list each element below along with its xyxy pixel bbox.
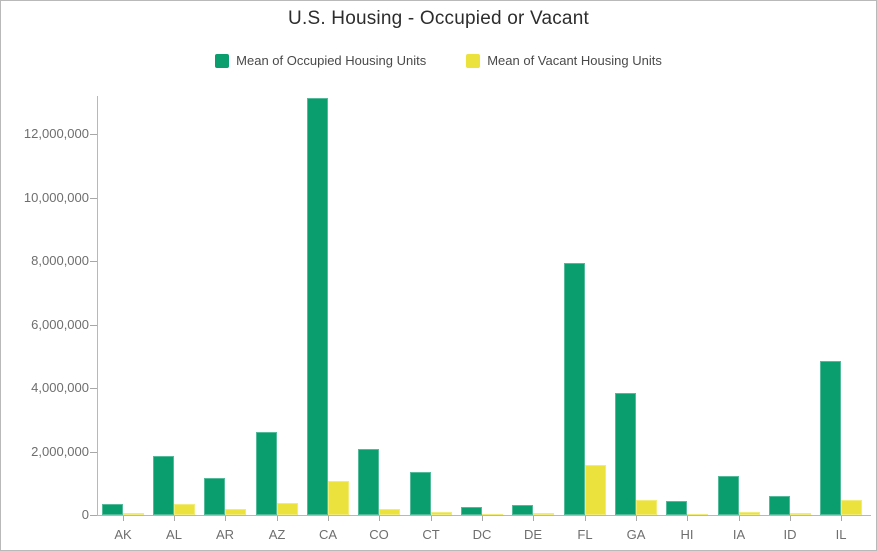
bar-vacant-ID[interactable]: [790, 513, 811, 515]
bar-occupied-IL[interactable]: [820, 361, 841, 515]
x-axis-line: [97, 515, 871, 516]
bar-occupied-ID[interactable]: [769, 496, 790, 515]
x-axis-tick-label: DE: [523, 527, 543, 542]
bar-occupied-AK[interactable]: [102, 504, 123, 515]
x-axis-tick: [174, 516, 175, 521]
bar-occupied-HI[interactable]: [666, 501, 687, 515]
y-axis-tick: [90, 134, 97, 135]
y-axis-tick: [90, 198, 97, 199]
chart-title: U.S. Housing - Occupied or Vacant: [288, 8, 589, 29]
x-axis-tick: [841, 516, 842, 521]
x-axis-tick: [482, 516, 483, 521]
x-axis-tick: [123, 516, 124, 521]
x-axis-tick-label: IA: [732, 527, 746, 542]
legend-item-vacant[interactable]: Mean of Vacant Housing Units: [466, 53, 662, 68]
x-axis-tick-label: HI: [680, 527, 694, 542]
x-axis-tick: [277, 516, 278, 521]
x-axis-tick: [225, 516, 226, 521]
bar-occupied-DE[interactable]: [512, 505, 533, 515]
y-axis-tick-label: 2,000,000: [31, 444, 89, 459]
bar-vacant-GA[interactable]: [636, 500, 657, 515]
chart-legend: Mean of Occupied Housing Units Mean of Va…: [1, 53, 876, 68]
y-axis-tick: [90, 515, 97, 516]
bar-occupied-CO[interactable]: [358, 449, 379, 515]
bar-vacant-AR[interactable]: [225, 509, 246, 515]
bar-occupied-CA[interactable]: [307, 98, 328, 515]
bar-vacant-IL[interactable]: [841, 500, 862, 515]
bar-vacant-AL[interactable]: [174, 504, 195, 515]
bar-vacant-CA[interactable]: [328, 481, 349, 515]
bar-vacant-IA[interactable]: [739, 512, 760, 515]
x-axis-tick: [687, 516, 688, 521]
x-axis-tick: [533, 516, 534, 521]
bar-occupied-AL[interactable]: [153, 456, 174, 515]
x-axis-tick: [739, 516, 740, 521]
bar-occupied-AR[interactable]: [204, 478, 225, 515]
bar-occupied-AZ[interactable]: [256, 432, 277, 515]
y-axis-tick-label: 0: [81, 507, 89, 522]
y-axis-tick-label: 6,000,000: [31, 317, 89, 332]
legend-swatch-occupied: [215, 53, 230, 68]
bar-vacant-CT[interactable]: [431, 512, 452, 515]
y-axis-tick: [90, 388, 97, 389]
x-axis-tick: [379, 516, 380, 521]
bar-vacant-AZ[interactable]: [277, 503, 298, 515]
y-axis-tick-label: 4,000,000: [31, 380, 89, 395]
x-axis-tick-label: AZ: [268, 527, 286, 542]
x-axis-tick-label: GA: [626, 527, 646, 542]
bar-vacant-FL[interactable]: [585, 465, 606, 515]
legend-item-label: Mean of Vacant Housing Units: [487, 53, 662, 68]
x-axis-tick-label: AL: [166, 527, 182, 542]
y-axis-tick: [90, 261, 97, 262]
bar-vacant-HI[interactable]: [687, 514, 708, 515]
x-axis-tick: [431, 516, 432, 521]
legend-item-label: Mean of Occupied Housing Units: [236, 53, 427, 68]
y-axis-tick: [90, 452, 97, 453]
bar-occupied-CT[interactable]: [410, 472, 431, 515]
x-axis-tick: [328, 516, 329, 521]
x-axis-tick-label: IL: [835, 527, 847, 542]
bar-occupied-IA[interactable]: [718, 476, 739, 515]
x-axis-tick-label: CO: [369, 527, 389, 542]
x-axis-tick-label: CT: [422, 527, 440, 542]
x-axis-tick: [585, 516, 586, 521]
x-axis-tick-label: FL: [577, 527, 593, 542]
y-axis-line: [97, 96, 98, 515]
legend-item-occupied[interactable]: Mean of Occupied Housing Units: [215, 53, 426, 68]
x-axis-tick-label: CA: [318, 527, 338, 542]
x-axis-tick: [636, 516, 637, 521]
x-axis-tick-label: DC: [472, 527, 492, 542]
y-axis-tick: [90, 325, 97, 326]
bar-occupied-DC[interactable]: [461, 507, 482, 515]
y-axis-tick-label: 8,000,000: [31, 253, 89, 268]
y-axis-tick-label: 12,000,000: [23, 126, 89, 141]
bar-occupied-FL[interactable]: [564, 263, 585, 515]
y-axis-tick-label: 10,000,000: [23, 190, 89, 205]
legend-swatch-vacant: [466, 53, 481, 68]
bar-occupied-GA[interactable]: [615, 393, 636, 515]
x-axis-tick-label: ID: [783, 527, 797, 542]
x-axis-tick: [790, 516, 791, 521]
bar-vacant-DC[interactable]: [482, 514, 503, 515]
bar-vacant-CO[interactable]: [379, 509, 400, 515]
x-axis-tick-label: AR: [215, 527, 235, 542]
bar-vacant-AK[interactable]: [123, 513, 144, 515]
x-axis-tick-label: AK: [114, 527, 132, 542]
bar-vacant-DE[interactable]: [533, 513, 554, 515]
